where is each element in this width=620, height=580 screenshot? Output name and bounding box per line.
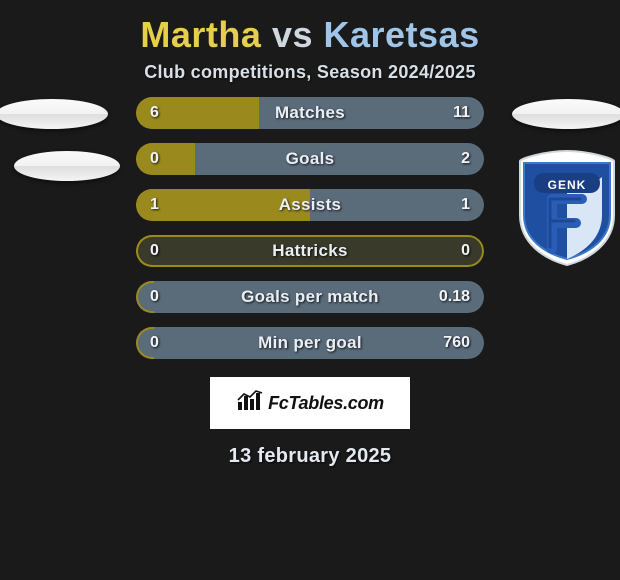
- player-a-name: Martha: [140, 14, 261, 55]
- brand-chart-icon: [236, 390, 264, 417]
- content-area: GENK 611Matches 02Goals 11Assists 00Hattric…: [0, 97, 620, 468]
- versus-label: vs: [272, 14, 313, 55]
- subtitle: Club competitions, Season 2024/2025: [0, 62, 620, 83]
- stat-bar: 611Matches: [136, 97, 484, 129]
- stat-bar: 00.18Goals per match: [136, 281, 484, 313]
- date-label: 13 february 2025: [0, 445, 620, 468]
- player-a-badge: [0, 99, 108, 181]
- placeholder-ellipse-icon: [0, 99, 108, 129]
- svg-text:GENK: GENK: [548, 178, 587, 192]
- stat-bar: 11Assists: [136, 189, 484, 221]
- player-b-badge: GENK: [512, 99, 620, 267]
- brand-badge: FcTables.com: [210, 377, 410, 429]
- stat-bar: 00Hattricks: [136, 235, 484, 267]
- stats-bar-list: 611Matches 02Goals 11Assists 00Hattricks 00.…: [136, 97, 484, 359]
- stat-label: Min per goal: [136, 327, 484, 359]
- stat-bar: 0760Min per goal: [136, 327, 484, 359]
- comparison-title: Martha vs Karetsas: [0, 0, 620, 62]
- stat-label: Hattricks: [136, 235, 484, 267]
- brand-name: FcTables.com: [268, 393, 384, 414]
- placeholder-ellipse-icon: [14, 151, 120, 181]
- stat-label: Goals per match: [136, 281, 484, 313]
- placeholder-ellipse-icon: [512, 99, 620, 129]
- club-crest-icon: GENK: [512, 149, 620, 267]
- stat-bar: 02Goals: [136, 143, 484, 175]
- stat-label: Goals: [136, 143, 484, 175]
- player-b-name: Karetsas: [324, 14, 480, 55]
- stat-label: Matches: [136, 97, 484, 129]
- stat-label: Assists: [136, 189, 484, 221]
